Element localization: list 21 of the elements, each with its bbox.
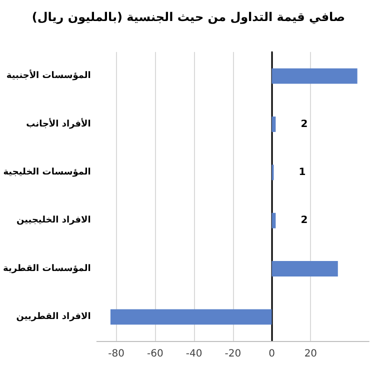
x-tick-label: -60: [146, 348, 164, 360]
y-tick-label: المؤسسات القطرية: [2, 264, 91, 274]
y-tick-label: الأفراد الأجانب: [26, 117, 91, 130]
bar: [272, 116, 276, 132]
x-tick-label: -80: [108, 348, 124, 360]
data-label: 2: [300, 118, 308, 130]
x-tick-label: -20: [224, 348, 242, 360]
bar: [110, 309, 272, 325]
y-tick-label: الافراد القطريين: [16, 312, 91, 322]
data-label: 1: [298, 166, 306, 178]
data-label: 2: [300, 215, 308, 226]
y-tick-label: المؤسسات الأجنبية: [6, 69, 91, 82]
bar: [272, 68, 358, 84]
bar: [272, 212, 276, 228]
y-tick-label: المؤسسات الخليجية: [3, 167, 91, 178]
chart-title: صافي قيمة التداول من حيث الجنسية (بالمليون ريال): [32, 10, 346, 24]
x-tick-label: 0: [268, 348, 275, 360]
bar: [272, 261, 338, 276]
y-tick-label: الافراد الخليجيين: [16, 216, 91, 226]
x-tick-label: 20: [304, 348, 318, 360]
x-tick-label: -40: [186, 348, 202, 360]
